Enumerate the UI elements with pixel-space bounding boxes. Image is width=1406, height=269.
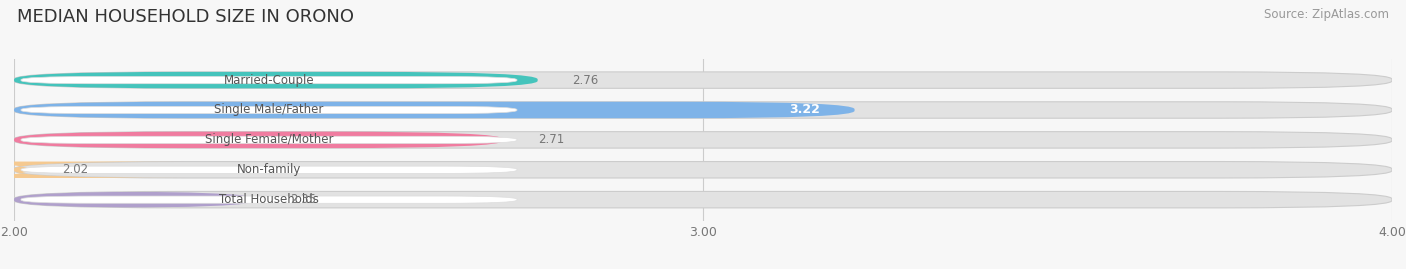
FancyBboxPatch shape [21, 136, 517, 143]
FancyBboxPatch shape [14, 102, 855, 118]
FancyBboxPatch shape [21, 166, 517, 174]
Text: Total Households: Total Households [219, 193, 319, 206]
Text: MEDIAN HOUSEHOLD SIZE IN ORONO: MEDIAN HOUSEHOLD SIZE IN ORONO [17, 8, 354, 26]
FancyBboxPatch shape [14, 192, 1392, 208]
FancyBboxPatch shape [21, 76, 517, 84]
Text: 3.22: 3.22 [789, 104, 820, 116]
FancyBboxPatch shape [0, 162, 184, 178]
Text: 2.71: 2.71 [537, 133, 564, 146]
Text: Single Female/Mother: Single Female/Mother [205, 133, 333, 146]
Text: 2.76: 2.76 [572, 74, 599, 87]
Text: Non-family: Non-family [236, 163, 301, 176]
FancyBboxPatch shape [14, 132, 503, 148]
FancyBboxPatch shape [14, 72, 537, 88]
Text: 2.35: 2.35 [290, 193, 315, 206]
Text: Single Male/Father: Single Male/Father [214, 104, 323, 116]
FancyBboxPatch shape [21, 196, 517, 203]
Text: 2.02: 2.02 [62, 163, 89, 176]
FancyBboxPatch shape [14, 102, 1392, 118]
Text: Married-Couple: Married-Couple [224, 74, 315, 87]
FancyBboxPatch shape [14, 162, 1392, 178]
Text: Source: ZipAtlas.com: Source: ZipAtlas.com [1264, 8, 1389, 21]
FancyBboxPatch shape [14, 72, 1392, 88]
FancyBboxPatch shape [14, 132, 1392, 148]
FancyBboxPatch shape [21, 106, 517, 114]
FancyBboxPatch shape [14, 192, 256, 208]
